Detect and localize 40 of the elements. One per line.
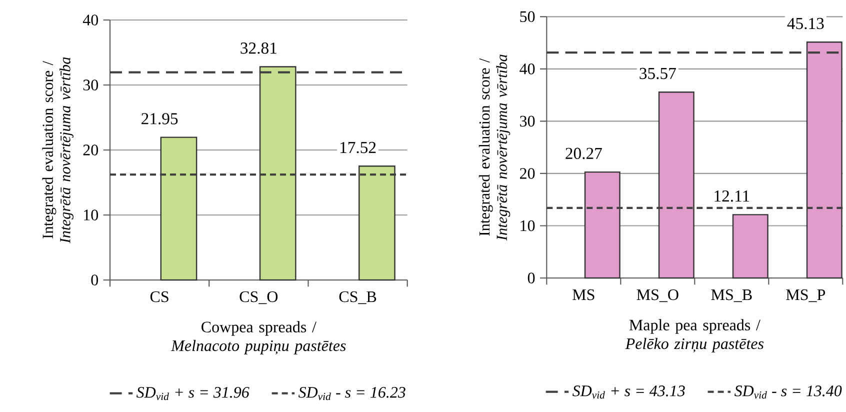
y-tick-label: 40	[520, 64, 535, 74]
data-label: 35.57	[640, 68, 676, 80]
x-tick-label: CS_B	[339, 291, 376, 304]
x-tick-label: CS	[150, 291, 168, 302]
legend-label: SD$_{vid}$ - s = 13.40	[734, 386, 842, 399]
data-label: 12.11	[714, 190, 750, 202]
x-tick-label: MS_B	[711, 289, 752, 302]
x-tick-label: MS_O	[636, 289, 678, 302]
bar	[732, 214, 768, 279]
x-tick-label: CS_O	[240, 291, 278, 304]
data-label: 17.52	[340, 142, 376, 154]
bar	[259, 66, 296, 281]
bar	[584, 171, 620, 279]
y-tick-label: 30	[520, 116, 535, 127]
y-axis-title: Integrated evaluation score / Integrētā novērtējuma vērtība	[42, 57, 74, 244]
y-tick-label: 40	[82, 14, 98, 26]
y-tick-label: 10	[520, 220, 535, 232]
y-tick-label: 10	[84, 210, 98, 220]
y-tick-label: 0	[528, 272, 535, 284]
y-tick-label: 50	[520, 11, 535, 22]
y-tick-label: 0	[91, 274, 98, 286]
y-tick-label: 20	[83, 144, 98, 156]
x-tick-label: MS_P	[786, 289, 826, 302]
legend-label: SD$_{vid}$ + s = 31.96	[136, 386, 250, 400]
legend-label: SD$_{vid}$ - s = 16.23	[298, 386, 406, 400]
bar	[658, 91, 694, 279]
x-tick-label: MS	[572, 289, 594, 300]
data-label: 21.95	[142, 113, 178, 124]
x-axis-title: Cowpea spreads / Melnacoto pupiņu pastētes	[170, 321, 346, 354]
bar	[806, 42, 842, 279]
bar	[160, 136, 198, 281]
data-label: 20.27	[566, 148, 602, 160]
bar	[358, 166, 396, 281]
data-label: 32.81	[240, 42, 276, 54]
y-tick-label: 30	[83, 80, 98, 90]
y-axis-title: Integrated evaluation score / Integrētā novērtējuma vērtība	[478, 54, 510, 241]
data-label: 45.13	[787, 18, 824, 30]
y-tick-label: 20	[520, 168, 535, 179]
legend-label: SD$_{vid}$ + s = 43.13	[572, 386, 685, 399]
x-axis-title: Maple pea spreads / Pelēko zirņu pastētes	[625, 319, 764, 352]
